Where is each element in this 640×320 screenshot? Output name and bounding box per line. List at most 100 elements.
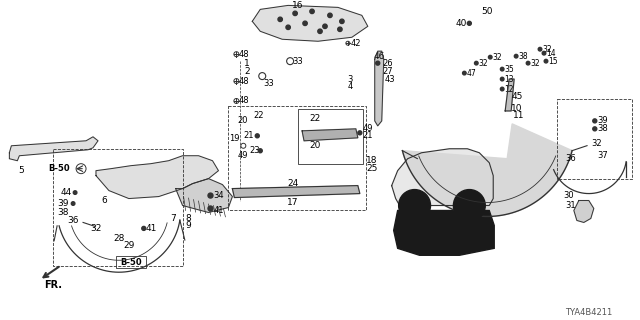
Circle shape (593, 127, 596, 131)
Text: 44: 44 (61, 188, 72, 197)
Text: TYA4B4211: TYA4B4211 (566, 308, 612, 316)
Text: 41: 41 (145, 224, 156, 233)
Text: 22: 22 (309, 114, 321, 124)
Text: 11: 11 (513, 111, 525, 120)
Text: 32: 32 (591, 139, 602, 148)
Circle shape (488, 55, 492, 59)
Polygon shape (96, 156, 218, 198)
Text: FR.: FR. (44, 280, 62, 290)
Text: 3: 3 (347, 75, 353, 84)
Text: 26: 26 (382, 59, 393, 68)
Circle shape (526, 61, 530, 65)
Polygon shape (175, 179, 232, 212)
Text: 4: 4 (348, 82, 353, 91)
Text: 19: 19 (229, 134, 239, 143)
Text: B-50: B-50 (120, 258, 141, 267)
Circle shape (328, 13, 332, 18)
Circle shape (208, 206, 213, 211)
Text: 21: 21 (362, 131, 373, 140)
Bar (557, 99, 632, 179)
Text: 14: 14 (546, 49, 556, 58)
Text: 33: 33 (292, 57, 303, 66)
Text: 10: 10 (511, 104, 523, 114)
Text: 9: 9 (186, 221, 191, 230)
Text: 45: 45 (511, 92, 523, 101)
Circle shape (71, 202, 75, 205)
Circle shape (544, 60, 548, 63)
Bar (298, 109, 363, 164)
Text: 32: 32 (530, 59, 540, 68)
Text: 40: 40 (456, 19, 467, 28)
Text: 49: 49 (362, 124, 373, 133)
Circle shape (376, 61, 380, 65)
Text: 6: 6 (101, 196, 107, 205)
Text: 15: 15 (548, 57, 558, 66)
Circle shape (318, 29, 322, 34)
Circle shape (340, 19, 344, 24)
Text: 38: 38 (597, 124, 608, 133)
Text: 36: 36 (566, 154, 576, 163)
Text: 50: 50 (481, 7, 493, 16)
Circle shape (303, 21, 307, 26)
Text: 18: 18 (366, 156, 378, 165)
Polygon shape (232, 186, 360, 197)
Circle shape (74, 191, 77, 194)
Polygon shape (252, 5, 368, 41)
Text: 37: 37 (597, 151, 608, 160)
Text: B-50: B-50 (49, 164, 70, 173)
Circle shape (255, 134, 259, 138)
Circle shape (500, 77, 504, 81)
Text: 25: 25 (366, 164, 378, 173)
Text: 13: 13 (504, 75, 514, 84)
Bar (116, 256, 146, 268)
Text: 29: 29 (123, 241, 134, 250)
Text: 21: 21 (243, 131, 253, 140)
Circle shape (538, 47, 542, 51)
Text: 31: 31 (566, 201, 576, 210)
Circle shape (453, 189, 485, 221)
Text: 43: 43 (385, 75, 395, 84)
Text: 41: 41 (213, 206, 224, 215)
Text: 28: 28 (113, 234, 125, 243)
Circle shape (286, 25, 291, 29)
Text: 48: 48 (239, 50, 250, 59)
Text: 16: 16 (292, 1, 304, 10)
Text: 46: 46 (374, 52, 385, 61)
Circle shape (399, 189, 431, 221)
Circle shape (467, 21, 471, 25)
Text: 42: 42 (351, 39, 361, 48)
Text: 36: 36 (67, 216, 79, 225)
Text: 32: 32 (542, 45, 552, 54)
Circle shape (500, 87, 504, 91)
Text: 32: 32 (90, 224, 102, 233)
Text: 24: 24 (287, 179, 299, 188)
Text: 34: 34 (213, 191, 224, 200)
Text: 1: 1 (244, 59, 250, 68)
Text: 48: 48 (239, 76, 250, 85)
Text: 49: 49 (238, 151, 248, 160)
Text: 38: 38 (58, 208, 69, 217)
Text: 20: 20 (309, 141, 321, 150)
Circle shape (500, 67, 504, 71)
Bar (228, 106, 366, 211)
Text: 2: 2 (244, 67, 250, 76)
Polygon shape (574, 201, 594, 222)
Circle shape (278, 17, 282, 21)
Text: 7: 7 (170, 214, 175, 223)
Text: 17: 17 (287, 198, 299, 207)
Text: 8: 8 (186, 214, 191, 223)
Circle shape (293, 11, 298, 16)
Text: 39: 39 (58, 199, 69, 208)
Text: 12: 12 (504, 84, 514, 93)
Text: 5: 5 (19, 166, 24, 175)
Text: 30: 30 (564, 191, 574, 200)
Circle shape (208, 193, 213, 198)
Text: 22: 22 (253, 111, 264, 120)
Circle shape (259, 149, 262, 153)
Polygon shape (375, 51, 384, 126)
Text: 27: 27 (382, 67, 393, 76)
Text: 32: 32 (479, 59, 488, 68)
Polygon shape (392, 149, 493, 205)
Circle shape (542, 52, 546, 55)
Text: 38: 38 (518, 52, 528, 61)
